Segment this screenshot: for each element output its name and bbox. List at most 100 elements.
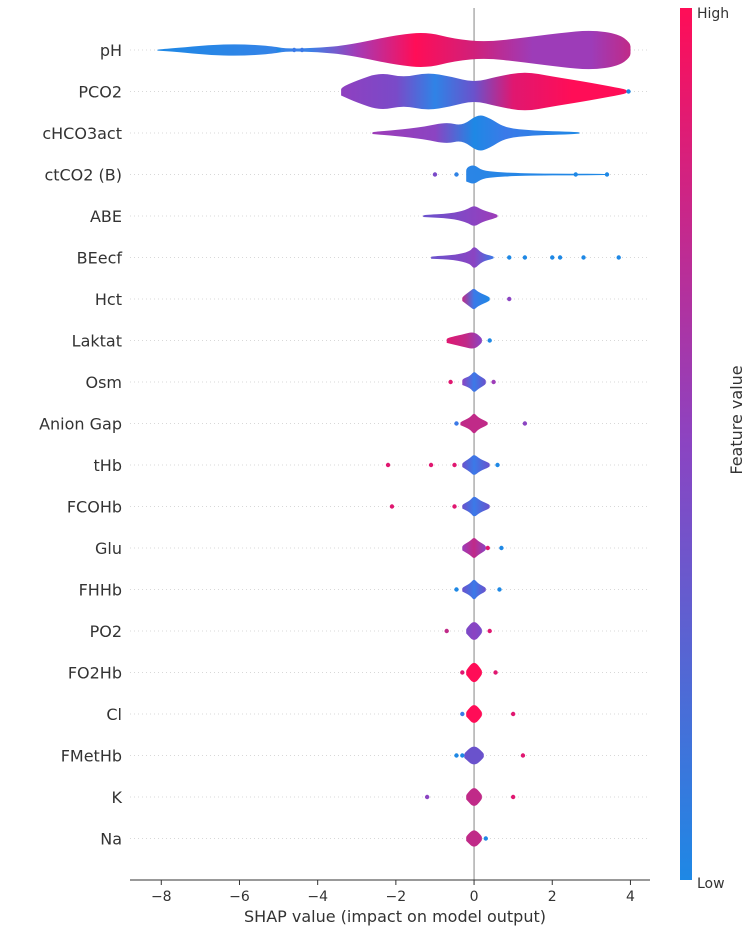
violin-fo2hb [466,662,482,683]
feature-label-po2: PO2 [90,622,122,641]
outlier-pco2-0 [626,89,631,94]
colorbar: High Low Feature value [680,6,746,892]
violin-thb [462,455,490,475]
outlier-thb-0 [385,462,391,468]
violin-fhhb [462,579,486,600]
x-tick-label-0: −8 [151,889,172,905]
violin-ph [157,30,631,70]
feature-label-fo2hb: FO2Hb [68,664,122,683]
outlier-laktat-0 [487,338,492,343]
outlier-osm-1 [491,379,496,385]
outlier-glu-0 [485,545,490,551]
violin-beecf [431,247,494,268]
violin-k [466,788,482,806]
feature-label-beecf: BEecf [77,249,123,268]
outlier-fmethb-1 [460,753,465,758]
row-gridlines [130,49,650,839]
outlier-thb-3 [495,462,500,468]
x-tick-label-5: 2 [548,889,557,905]
outlier-beecf-2 [550,255,555,260]
feature-label-ctco2-b: ctCO2 (B) [44,166,122,185]
outlier-cl-1 [510,711,516,717]
feature-labels: pH PCO2 cHCO3act ctCO2 (B) ABE BEecf Hct Laktat… [39,41,122,849]
feature-label-chco3act: cHCO3act [42,124,122,143]
outlier-fo2hb-1 [493,670,498,675]
feature-label-anion-gap: Anion Gap [39,415,122,434]
violin-fmethb [464,746,484,765]
outlier-ph-2 [276,47,281,53]
outlier-osm-0 [448,379,453,385]
outlier-anion-gap-0 [454,421,459,426]
x-tick-label-4: 0 [470,889,479,905]
outlier-hct-0 [507,296,512,302]
violin-ctco2-b [466,165,607,184]
outlier-fo2hb-0 [460,670,465,675]
violin-na [466,830,482,847]
feature-label-osm: Osm [85,373,122,392]
colorbar-high-label: High [697,6,729,22]
outlier-anion-gap-1 [522,421,528,426]
violin-glu [462,538,486,558]
outlier-ctco2-b-0 [432,172,438,177]
violin-chco3act [372,115,580,151]
x-tick-label-1: −6 [229,889,250,905]
feature-label-abe: ABE [90,207,122,226]
outlier-ctco2-b-3 [604,172,610,177]
outlier-ctco2-b-1 [454,172,459,177]
outlier-beecf-0 [507,255,512,260]
feature-label-glu: Glu [95,539,122,558]
feature-label-cl: Cl [106,705,122,724]
x-tick-label-3: −2 [386,889,407,905]
outlier-fmethb-0 [454,753,459,758]
outlier-thb-2 [452,462,457,468]
x-axis-title: SHAP value (impact on model output) [244,907,546,926]
outlier-beecf-5 [616,255,621,260]
outlier-ctco2-b-2 [573,172,578,177]
outlier-k-0 [424,794,430,800]
outlier-beecf-4 [581,255,586,260]
outlier-glu-1 [499,545,504,551]
violin-fcohb [462,496,490,517]
outlier-po2-0 [444,628,449,634]
outlier-ph-1 [292,47,297,53]
violin-osm [462,372,486,392]
outlier-beecf-1 [522,255,528,260]
outlier-fcohb-1 [452,504,457,509]
colorbar-title: Feature value [727,365,746,474]
outlier-po2-1 [487,628,492,634]
colorbar-gradient [680,8,692,880]
outlier-beecf-3 [557,255,563,260]
feature-label-fcohb: FCOHb [67,498,122,517]
outlier-k-1 [510,794,516,800]
violin-cl [466,705,482,723]
outlier-fmethb-2 [520,753,526,758]
feature-label-thb: tHb [94,456,122,475]
violin-po2 [466,622,482,640]
outlier-na-0 [483,836,488,841]
x-tick-label-2: −4 [307,889,328,905]
outlier-fhhb-1 [497,587,502,592]
violin-abe [423,206,498,226]
feature-label-laktat: Laktat [72,332,122,351]
x-axis: −8 −6 −4 −2 0 2 4 [130,879,650,905]
outlier-fhhb-0 [454,587,459,592]
outlier-ph-0 [299,47,305,53]
violin-laktat [446,332,482,349]
feature-label-k: K [112,788,123,807]
feature-label-fhhb: FHHb [79,581,122,600]
outlier-cl-0 [460,711,465,717]
violin-anion-gap [460,413,488,434]
feature-label-fmethb: FMetHb [61,747,122,766]
feature-label-pco2: PCO2 [78,83,122,102]
x-tick-label-6: 4 [626,889,635,905]
outlier-fcohb-0 [389,504,395,509]
feature-label-ph: pH [100,41,122,60]
feature-label-na: Na [100,830,122,849]
violins [157,30,631,847]
violin-pco2 [341,72,627,111]
feature-label-hct: Hct [95,290,122,309]
colorbar-low-label: Low [697,876,725,892]
outlier-thb-1 [428,462,434,468]
violin-hct [462,288,490,310]
